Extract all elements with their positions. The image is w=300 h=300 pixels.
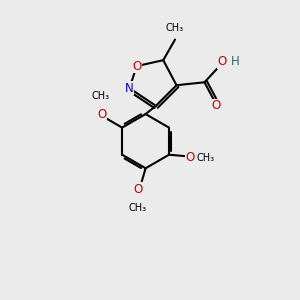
Text: O: O bbox=[212, 99, 221, 112]
Text: O: O bbox=[186, 151, 195, 164]
Text: H: H bbox=[230, 55, 239, 68]
Text: O: O bbox=[134, 183, 143, 196]
Text: O: O bbox=[218, 55, 227, 68]
Text: CH₃: CH₃ bbox=[196, 153, 214, 163]
Text: N: N bbox=[125, 82, 134, 95]
Text: CH₃: CH₃ bbox=[92, 91, 110, 100]
Text: O: O bbox=[97, 108, 106, 121]
Text: CH₃: CH₃ bbox=[166, 23, 184, 33]
Text: O: O bbox=[132, 60, 141, 73]
Text: CH₃: CH₃ bbox=[129, 203, 147, 213]
